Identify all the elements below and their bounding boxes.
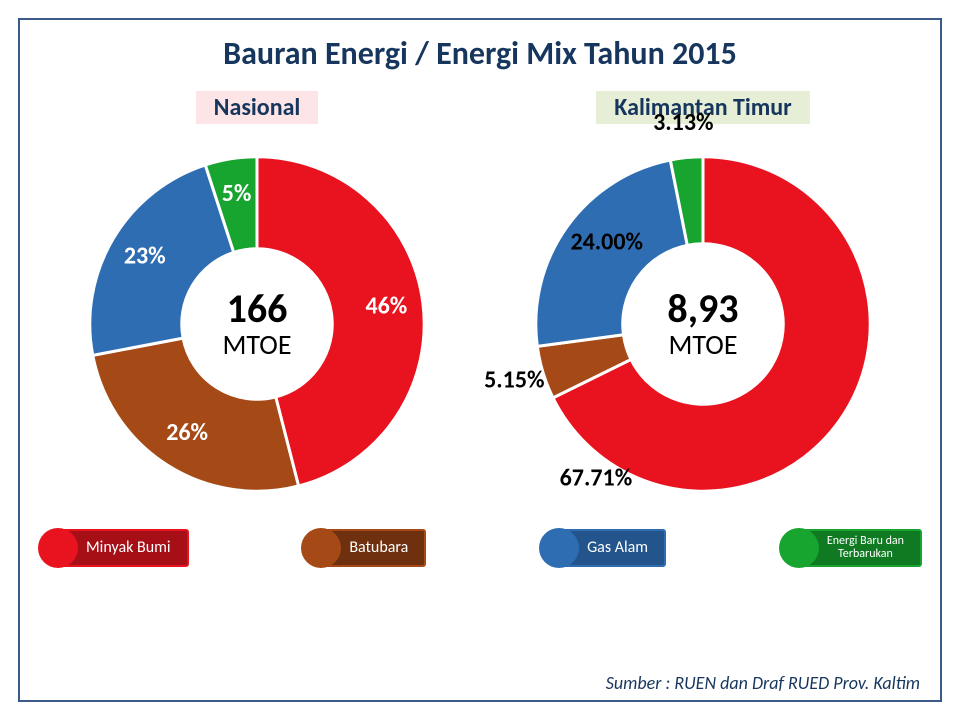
segment-label: 26% xyxy=(166,418,208,447)
segment-label: 67.71% xyxy=(560,463,633,492)
segment-label: 5% xyxy=(222,179,252,208)
segment-label: 24.00% xyxy=(570,227,643,256)
legend-dot-icon xyxy=(38,528,78,568)
legend-label: Energi Baru dan Terbarukan xyxy=(801,529,922,567)
legend-item: Energi Baru dan Terbarukan xyxy=(779,528,922,568)
legend-item: Minyak Bumi xyxy=(38,528,189,568)
segment-label: 3.13% xyxy=(653,108,713,137)
source-text: Sumber : RUEN dan Draf RUED Prov. Kaltim xyxy=(606,672,920,694)
legend-item: Batubara xyxy=(301,528,426,568)
segment-label: 46% xyxy=(365,291,407,320)
legend-dot-icon xyxy=(779,528,819,568)
legend-label: Minyak Bumi xyxy=(60,529,189,567)
chart-panel-kaltim: Kalimantan Timur67.71%5.15%24.00%3.13%8,… xyxy=(488,91,918,514)
segment-label: 23% xyxy=(124,241,166,270)
legend-dot-icon xyxy=(539,528,579,568)
segment-label: 5.15% xyxy=(484,365,544,394)
donut-segment xyxy=(93,338,299,491)
legend: Minyak Bumi Batubara Gas Alam Energi Baru d… xyxy=(34,528,926,568)
legend-item: Gas Alam xyxy=(539,528,666,568)
chart-title: Bauran Energi / Energi Mix Tahun 2015 xyxy=(34,34,926,73)
chart-subheading: Nasional xyxy=(196,91,319,124)
chart-panel-nasional: Nasional46%26%23%5%166MTOE xyxy=(42,91,472,514)
